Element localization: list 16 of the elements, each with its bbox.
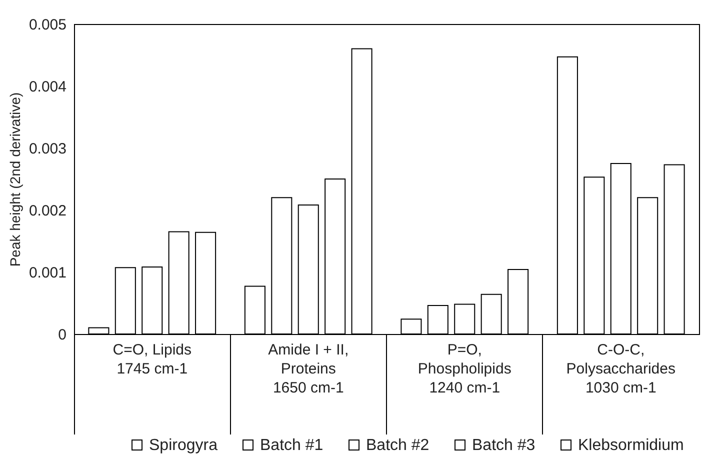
legend-label: Batch #1 xyxy=(260,437,324,454)
y-tick-label: 0 xyxy=(58,326,66,344)
y-tick-label: 0.002 xyxy=(28,202,66,220)
x-tick-label: C=O, Lipids 1745 cm-1 xyxy=(112,342,192,378)
y-tick-label: 0.001 xyxy=(28,264,66,282)
legend-label: Klebsormidium xyxy=(578,437,684,454)
x-tick-label: P=O, Phospholipids 1240 cm-1 xyxy=(418,342,512,396)
y-tick-label: 0.003 xyxy=(28,140,66,158)
x-tick-label: C-O-C, Polysaccharides 1030 cm-1 xyxy=(566,342,676,396)
y-tick-label: 0.004 xyxy=(28,78,66,96)
x-tick-label: Amide I + II, Proteins 1650 cm-1 xyxy=(268,342,349,396)
legend-label: Spirogyra xyxy=(149,437,218,454)
legend-label: Batch #3 xyxy=(472,437,536,454)
y-tick-label: 0.005 xyxy=(28,16,66,34)
legend-label: Batch #2 xyxy=(366,437,430,454)
y-axis-title: Peak height (2nd derivative) xyxy=(6,92,23,267)
